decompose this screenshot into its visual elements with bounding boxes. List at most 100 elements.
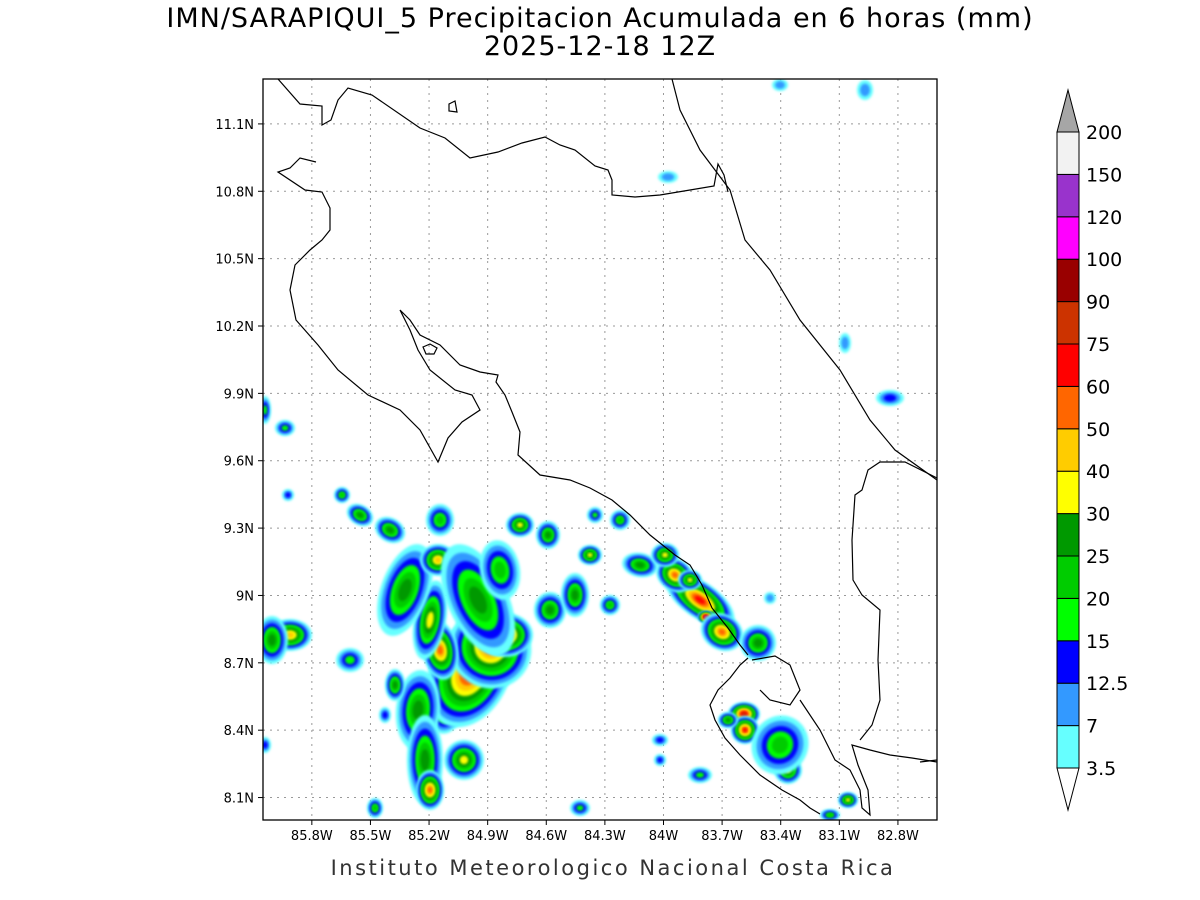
colorbar-label: 50 (1086, 419, 1110, 441)
colorbar-box (1056, 428, 1080, 472)
precip-contour (592, 512, 598, 518)
coastline-segment (277, 79, 729, 198)
colorbar-label: 7 (1086, 716, 1098, 738)
precip-contour (398, 578, 412, 602)
colorbar-box (1056, 216, 1080, 260)
lon-tick-label: 85.8W (291, 829, 333, 844)
lat-tick-label: 8.7N (224, 657, 254, 672)
colorbar-box (1056, 597, 1080, 642)
map-subtitle-date: 2025-12-18 12Z (483, 31, 717, 62)
colorbar-label: 90 (1086, 292, 1110, 314)
coastline-segment (851, 461, 937, 741)
precip-contour (392, 681, 398, 689)
colorbar-label: 3.5 (1086, 758, 1116, 780)
precip-contour (412, 700, 424, 720)
precip-contour (427, 786, 433, 794)
colorbar-label: 15 (1086, 631, 1110, 653)
precip-contour (635, 562, 645, 568)
colorbar-label: 30 (1086, 504, 1110, 526)
precip-contour (694, 595, 706, 605)
precip-contour (657, 757, 663, 763)
precip-contour (742, 727, 748, 733)
lon-tick-label: 83.7W (701, 829, 743, 844)
precip-contour (587, 552, 593, 558)
precip-contour (741, 712, 747, 716)
colorbar-label: 25 (1086, 546, 1110, 568)
precip-contour (845, 798, 851, 802)
precip-contour (662, 552, 668, 558)
colorbar-box (1056, 640, 1080, 684)
coastline-segment (799, 699, 937, 817)
coastline (276, 79, 937, 817)
precip-contour (263, 405, 268, 415)
lat-tick-label: 9.6N (224, 455, 254, 470)
precip-contour (753, 638, 763, 648)
credit-text: Instituto Meteorologico Nacional Costa R… (330, 856, 896, 880)
lon-tick-label: 85.5W (350, 829, 392, 844)
lat-tick-label: 9.3N (224, 522, 254, 537)
lon-tick-label: 82.8W (877, 829, 919, 844)
precip-contour (827, 813, 833, 817)
precip-contour (546, 605, 554, 615)
colorbar-label: 120 (1086, 207, 1122, 229)
precip-contour (382, 711, 388, 719)
precip-contour (766, 594, 774, 602)
longitude-axis: 85.8W 85.5W 85.2W 84.9W 84.6W 84.3W 84W 83.7W 83… (291, 820, 919, 844)
precip-contour (771, 736, 789, 754)
colorbar-label: 12.5 (1086, 673, 1128, 695)
precip-contour (372, 805, 378, 811)
precip-contour (426, 611, 434, 629)
precip-contour (356, 512, 364, 518)
precip-contour (775, 81, 785, 89)
lon-tick-label: 83.1W (818, 829, 860, 844)
lat-tick-label: 11.1N (215, 118, 254, 133)
precip-contour (285, 492, 291, 498)
precip-contour (617, 517, 623, 523)
precip-contour (571, 589, 579, 601)
coastline-segment (751, 655, 801, 706)
map-frame (262, 78, 938, 821)
lat-tick-label: 8.1N (224, 792, 254, 807)
precip-contour (687, 577, 693, 583)
precip-contour (860, 83, 870, 97)
precip-contour (607, 602, 613, 608)
precip-contour (436, 515, 444, 525)
colorbar-label: 60 (1086, 376, 1110, 398)
colorbar-box (1056, 555, 1080, 599)
colorbar-label: 75 (1086, 334, 1110, 356)
precip-contour (883, 394, 897, 402)
precip-contour (459, 755, 469, 765)
precip-contour (386, 526, 394, 534)
coastline-segment (671, 79, 937, 481)
colorbar-label: 200 (1086, 122, 1122, 144)
colorbar-label: 100 (1086, 249, 1122, 271)
colorbar-box (1056, 682, 1080, 727)
lat-tick-label: 10.5N (215, 253, 254, 268)
colorbar-box (1056, 173, 1080, 218)
precip-contour (345, 655, 355, 665)
precip-contour (695, 772, 705, 778)
precip-contour (661, 173, 675, 181)
precip-contour (718, 628, 726, 636)
colorbar-box (1056, 385, 1080, 430)
precip-contour (268, 634, 276, 646)
precip-contour (339, 492, 345, 498)
precip-contour (436, 645, 444, 655)
precip-contour (494, 561, 506, 579)
colorbar-box (1056, 301, 1080, 345)
lat-tick-label: 10.2N (215, 320, 254, 335)
colorbar-under-triangle (1056, 767, 1080, 812)
coastline-segment (422, 343, 438, 355)
lon-tick-label: 84.6W (525, 829, 567, 844)
lon-tick-label: 84.9W (467, 829, 509, 844)
colorbar-box (1056, 470, 1080, 515)
colorbar-box (1056, 725, 1080, 769)
latitude-axis: 8.1N 8.4N 8.7N 9N 9.3N 9.6N 9.9N 10.2N 10.5N 10.8… (215, 118, 263, 807)
colorbar-label: 150 (1086, 164, 1122, 186)
precip-contour (281, 425, 289, 431)
lat-tick-label: 9N (236, 589, 254, 604)
precip-contour (841, 336, 849, 350)
precip-contour (671, 572, 679, 578)
precip-contour (545, 531, 551, 539)
